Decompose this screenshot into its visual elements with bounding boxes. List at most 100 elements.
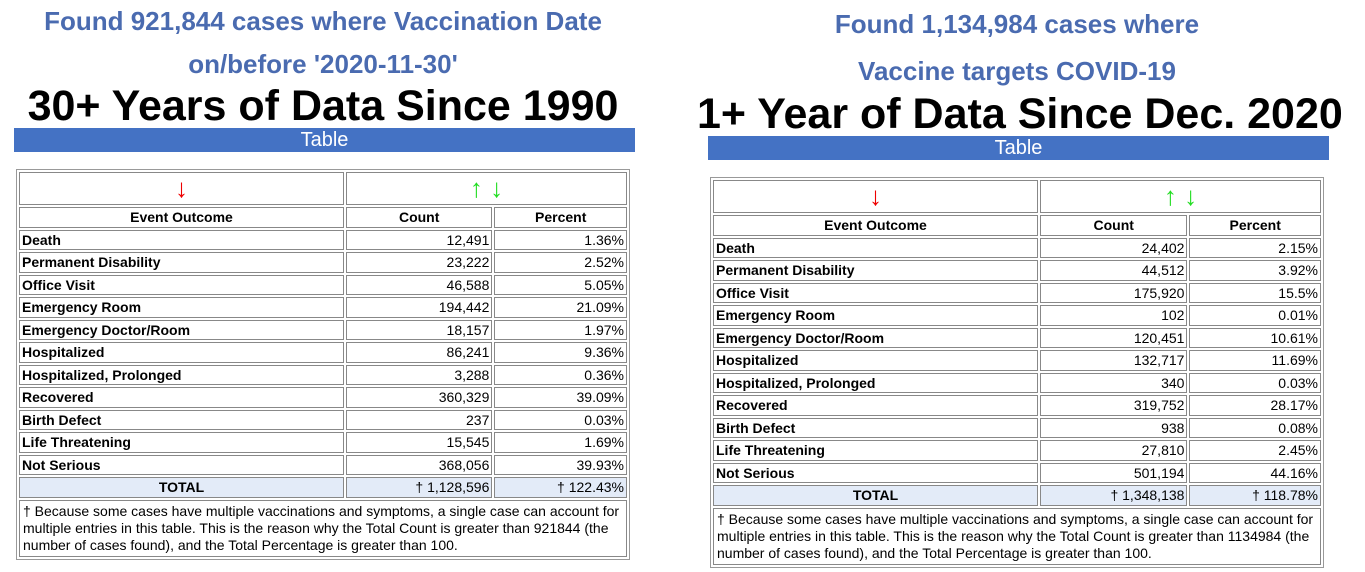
panel-left: Found 921,844 cases where Vaccination Da… [3,0,643,560]
panel-right: Found 1,134,984 cases where Vaccine targ… [697,0,1343,568]
table-row: Death 12,491 1.36% [19,229,627,250]
table-row: Emergency Doctor/Room 120,451 10.61% [713,327,1321,348]
table-row: Life Threatening 15,545 1.69% [19,432,627,453]
heading: 30+ Years of Data Since 1990 [27,82,619,130]
outcome-cell: Permanent Disability [713,260,1038,281]
table-row: Recovered 360,329 39.09% [19,387,627,408]
table-row: Not Serious 368,056 39.93% [19,454,627,475]
count-cell: 132,717 [1040,350,1188,371]
percent-cell: 39.09% [494,387,627,408]
total-percent: † 118.78% [1189,485,1321,506]
percent-cell: 0.03% [494,409,627,430]
outcome-cell: Hospitalized, Prolonged [19,364,344,385]
outcome-cell: Office Visit [19,274,344,295]
percent-cell: 0.01% [1189,305,1321,326]
table-row: Emergency Room 102 0.01% [713,305,1321,326]
count-cell: 237 [346,409,493,430]
sort-down-arrow-icon[interactable]: ↓ [175,173,188,203]
total-count: † 1,128,596 [346,477,493,498]
total-label: TOTAL [19,477,344,498]
count-cell: 340 [1040,372,1188,393]
count-cell: 15,545 [346,432,493,453]
sort-up-arrow-icon[interactable]: ↑ [1163,181,1177,211]
outcome-cell: Emergency Doctor/Room [19,319,344,340]
table-row: Permanent Disability 44,512 3.92% [713,260,1321,281]
table-row: Emergency Doctor/Room 18,157 1.97% [19,319,627,340]
outcome-cell: Not Serious [19,454,344,475]
count-cell: 501,194 [1040,462,1188,483]
table-row: Not Serious 501,194 44.16% [713,462,1321,483]
outcome-cell: Birth Defect [713,417,1038,438]
percent-cell: 0.36% [494,364,627,385]
outcome-cell: Death [713,237,1038,258]
percent-cell: 28.17% [1189,395,1321,416]
outcome-cell: Emergency Room [713,305,1038,326]
column-header: Count [346,207,493,228]
outcome-cell: Life Threatening [19,432,344,453]
column-header: Percent [1189,215,1321,236]
outcome-cell: Death [19,229,344,250]
count-cell: 319,752 [1040,395,1188,416]
count-cell: 194,442 [346,297,493,318]
percent-cell: 0.08% [1189,417,1321,438]
sort-cell: ↓ [713,180,1038,213]
outcome-cell: Hospitalized, Prolonged [713,372,1038,393]
table-row: Emergency Room 194,442 21.09% [19,297,627,318]
found-line-1: Found 1,134,984 cases where [834,9,1200,39]
count-cell: 368,056 [346,454,493,475]
percent-cell: 44.16% [1189,462,1321,483]
count-cell: 175,920 [1040,282,1188,303]
column-header: Count [1040,215,1188,236]
count-cell: 360,329 [346,387,493,408]
percent-cell: 15.5% [1189,282,1321,303]
count-cell: 46,588 [346,274,493,295]
count-cell: 12,491 [346,229,493,250]
percent-cell: 1.97% [494,319,627,340]
percent-cell: 39.93% [494,454,627,475]
table-row: Hospitalized 132,717 11.69% [713,350,1321,371]
outcome-cell: Hospitalized [713,350,1038,371]
table-bar: Table [14,128,635,152]
footnote: † Because some cases have multiple vacci… [19,499,627,557]
table-row: Birth Defect 237 0.03% [19,409,627,430]
table-row: Hospitalized 86,241 9.36% [19,342,627,363]
column-header: Event Outcome [19,207,344,228]
percent-cell: 2.15% [1189,237,1321,258]
count-cell: 120,451 [1040,327,1188,348]
table-row: Permanent Disability 23,222 2.52% [19,252,627,273]
percent-cell: 2.45% [1189,440,1321,461]
total-row: TOTAL † 1,128,596 † 122.43% [19,477,627,498]
column-header: Event Outcome [713,215,1038,236]
outcome-cell: Birth Defect [19,409,344,430]
percent-cell: 2.52% [494,252,627,273]
count-cell: 102 [1040,305,1188,326]
outcome-cell: Office Visit [713,282,1038,303]
total-count: † 1,348,138 [1040,485,1188,506]
column-header: Percent [494,207,627,228]
outcome-cell: Permanent Disability [19,252,344,273]
sort-down-arrow-icon[interactable]: ↓ [869,181,882,211]
sort-down-arrow-icon[interactable]: ↓ [490,173,504,203]
total-percent: † 122.43% [494,477,627,498]
sort-up-arrow-icon[interactable]: ↑ [469,173,483,203]
table-row: Life Threatening 27,810 2.45% [713,440,1321,461]
outcome-cell: Emergency Room [19,297,344,318]
sort-down-arrow-icon[interactable]: ↓ [1184,181,1198,211]
outcome-table: ↓ ↑ ↓ Event Outcome Count Percent Death 24,4… [710,177,1324,568]
table-row: Birth Defect 938 0.08% [713,417,1321,438]
percent-cell: 1.36% [494,229,627,250]
outcome-table: ↓ ↑ ↓ Event Outcome Count Percent Death 12,4… [16,169,630,560]
percent-cell: 3.92% [1189,260,1321,281]
percent-cell: 11.69% [1189,350,1321,371]
count-cell: 86,241 [346,342,493,363]
count-cell: 938 [1040,417,1188,438]
percent-cell: 5.05% [494,274,627,295]
table-row: Hospitalized, Prolonged 3,288 0.36% [19,364,627,385]
outcome-cell: Emergency Doctor/Room [713,327,1038,348]
count-cell: 44,512 [1040,260,1188,281]
outcome-cell: Not Serious [713,462,1038,483]
outcome-cell: Hospitalized [19,342,344,363]
outcome-cell: Recovered [19,387,344,408]
sort-cell: ↑ ↓ [1040,180,1321,213]
count-cell: 24,402 [1040,237,1188,258]
